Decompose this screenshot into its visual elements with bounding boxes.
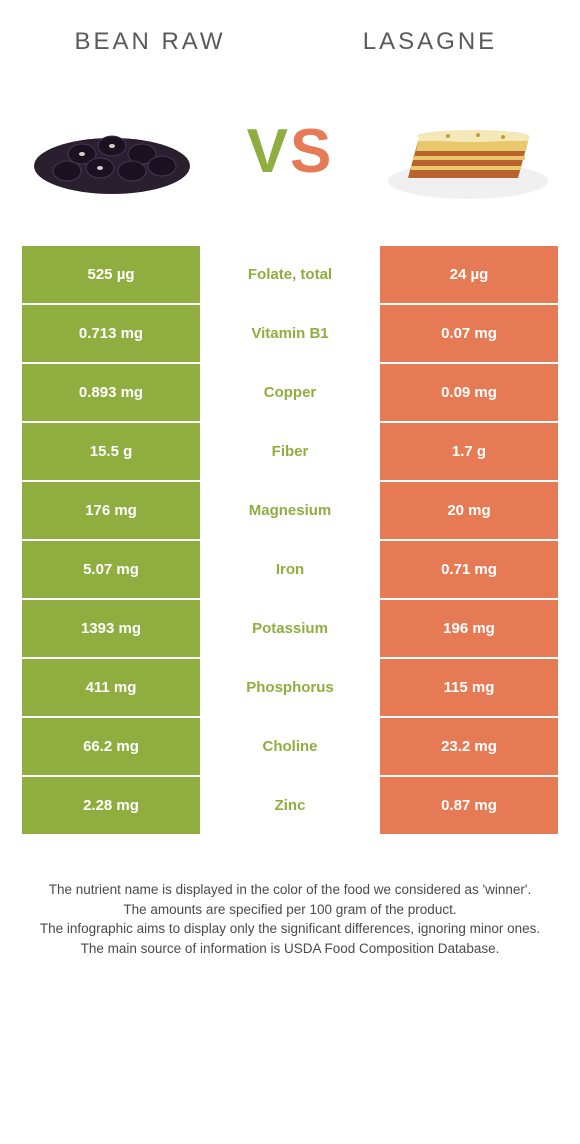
right-food-title: LASAGNE [290, 28, 570, 56]
vs-v: V [247, 117, 290, 186]
table-row: 525 µgFolate, total24 µg [22, 246, 558, 303]
right-food-image [378, 96, 558, 206]
right-value-cell: 0.71 mg [380, 541, 558, 598]
table-row: 66.2 mgCholine23.2 mg [22, 718, 558, 775]
right-value-cell: 23.2 mg [380, 718, 558, 775]
footer-line: The main source of information is USDA F… [30, 939, 550, 959]
nutrient-label-cell: Zinc [200, 777, 380, 834]
footer-line: The infographic aims to display only the… [30, 919, 550, 939]
nutrient-label-cell: Vitamin B1 [200, 305, 380, 362]
table-row: 0.713 mgVitamin B10.07 mg [22, 305, 558, 362]
left-value-cell: 0.713 mg [22, 305, 200, 362]
right-value-cell: 1.7 g [380, 423, 558, 480]
nutrient-label-cell: Folate, total [200, 246, 380, 303]
left-value-cell: 0.893 mg [22, 364, 200, 421]
nutrient-label-cell: Iron [200, 541, 380, 598]
left-food-image [22, 96, 202, 206]
left-value-cell: 411 mg [22, 659, 200, 716]
table-row: 0.893 mgCopper0.09 mg [22, 364, 558, 421]
beans-icon [22, 96, 202, 206]
right-value-cell: 0.07 mg [380, 305, 558, 362]
table-row: 411 mgPhosphorus115 mg [22, 659, 558, 716]
right-value-cell: 0.09 mg [380, 364, 558, 421]
nutrient-label-cell: Choline [200, 718, 380, 775]
left-value-cell: 525 µg [22, 246, 200, 303]
footer-notes: The nutrient name is displayed in the co… [0, 836, 580, 958]
left-food-title: BEAN RAW [10, 28, 290, 56]
nutrient-table: 525 µgFolate, total24 µg0.713 mgVitamin … [22, 246, 558, 834]
lasagne-icon [378, 96, 558, 206]
left-value-cell: 15.5 g [22, 423, 200, 480]
right-value-cell: 115 mg [380, 659, 558, 716]
footer-line: The nutrient name is displayed in the co… [30, 880, 550, 900]
left-value-cell: 1393 mg [22, 600, 200, 657]
left-value-cell: 66.2 mg [22, 718, 200, 775]
nutrient-label-cell: Magnesium [200, 482, 380, 539]
table-row: 1393 mgPotassium196 mg [22, 600, 558, 657]
nutrient-label-cell: Potassium [200, 600, 380, 657]
table-row: 176 mgMagnesium20 mg [22, 482, 558, 539]
images-row: VS [0, 66, 580, 246]
footer-line: The amounts are specified per 100 gram o… [30, 900, 550, 920]
right-value-cell: 0.87 mg [380, 777, 558, 834]
nutrient-label-cell: Fiber [200, 423, 380, 480]
table-row: 15.5 gFiber1.7 g [22, 423, 558, 480]
left-value-cell: 2.28 mg [22, 777, 200, 834]
right-value-cell: 24 µg [380, 246, 558, 303]
header: BEAN RAW LASAGNE [0, 0, 580, 66]
table-row: 2.28 mgZinc0.87 mg [22, 777, 558, 834]
left-value-cell: 5.07 mg [22, 541, 200, 598]
table-row: 5.07 mgIron0.71 mg [22, 541, 558, 598]
right-value-cell: 20 mg [380, 482, 558, 539]
vs-label: VS [247, 116, 334, 187]
vs-s: S [290, 117, 333, 186]
nutrient-label-cell: Phosphorus [200, 659, 380, 716]
nutrient-label-cell: Copper [200, 364, 380, 421]
right-value-cell: 196 mg [380, 600, 558, 657]
left-value-cell: 176 mg [22, 482, 200, 539]
